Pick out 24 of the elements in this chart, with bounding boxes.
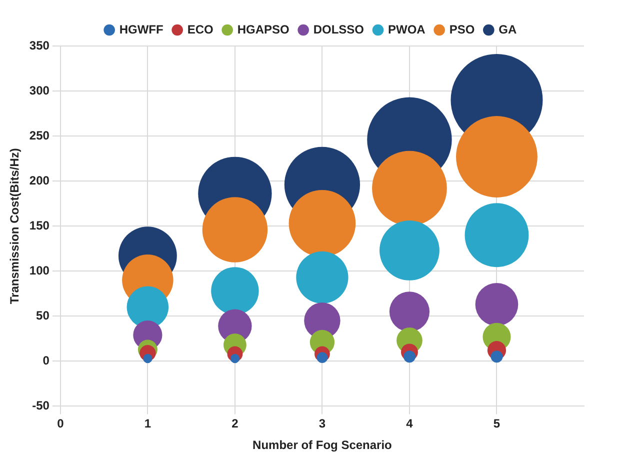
y-tick-label: 350 (29, 38, 50, 52)
y-tick-label: 0 (42, 353, 50, 368)
legend-label: PWOA (388, 22, 426, 36)
x-tick-label: 5 (493, 416, 500, 431)
y-tick-label: 50 (36, 308, 50, 322)
y-tick-label: 100 (29, 263, 50, 278)
x-tick-label: 3 (318, 416, 326, 431)
x-tick-label: 1 (144, 416, 152, 431)
legend-label: GA (498, 22, 518, 36)
x-tick-label: 4 (406, 416, 414, 431)
legend-label: ECO (187, 22, 214, 36)
legend-label: PSO (449, 22, 475, 36)
y-tick-label: 150 (29, 218, 50, 232)
y-axis-title: Transmission Cost(Bits/Hz) (8, 148, 22, 304)
x-tick-label: 0 (57, 416, 64, 431)
legend-label: HGWFF (119, 22, 164, 36)
x-tick-label: 2 (232, 416, 239, 431)
y-tick-label: 300 (29, 83, 50, 98)
x-axis-title: Number of Fog Scenario (252, 438, 392, 452)
y-tick-label: 250 (29, 128, 50, 142)
legend-label: HGAPSO (237, 22, 290, 36)
y-tick-label: -50 (32, 398, 50, 413)
legend-label: DOLSSO (313, 22, 364, 36)
y-tick-label: 200 (29, 173, 50, 188)
